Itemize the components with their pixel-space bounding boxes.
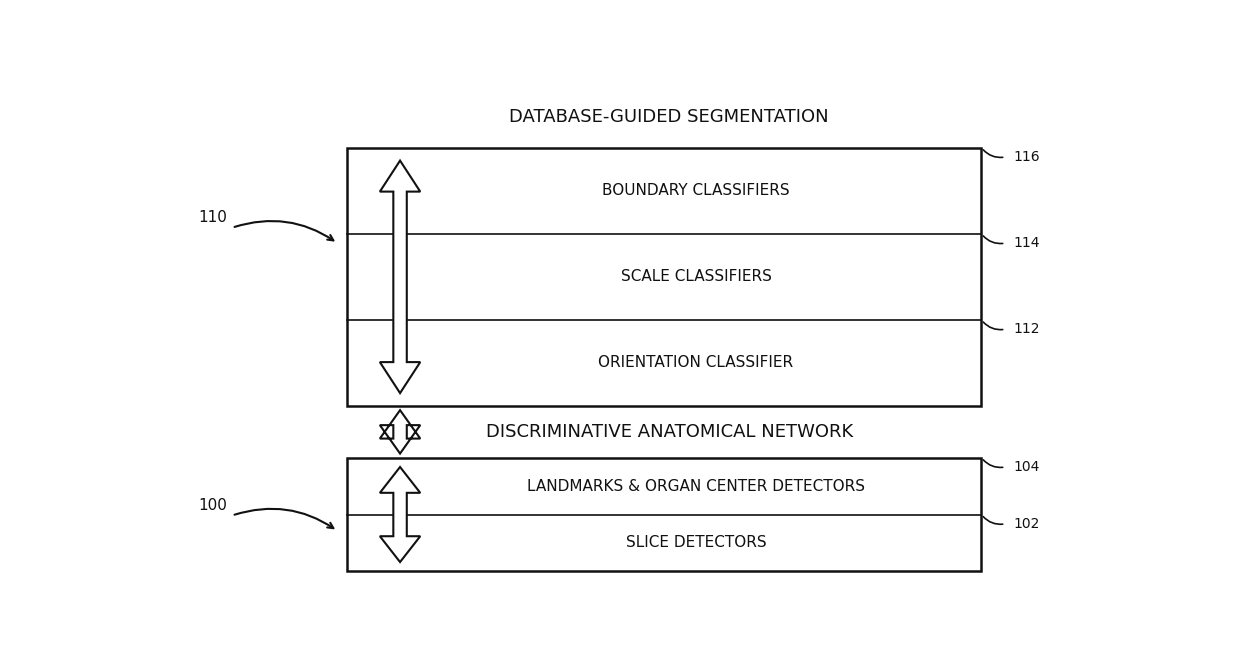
Bar <box>347 458 982 572</box>
Polygon shape <box>379 410 420 454</box>
Text: SCALE CLASSIFIERS: SCALE CLASSIFIERS <box>620 269 771 285</box>
Text: 110: 110 <box>198 210 227 225</box>
Text: SLICE DETECTORS: SLICE DETECTORS <box>626 535 766 550</box>
Text: 116: 116 <box>1013 150 1040 164</box>
Bar <box>347 148 982 406</box>
Text: DISCRIMINATIVE ANATOMICAL NETWORK: DISCRIMINATIVE ANATOMICAL NETWORK <box>486 423 853 441</box>
Text: 104: 104 <box>1013 460 1039 474</box>
Text: LANDMARKS & ORGAN CENTER DETECTORS: LANDMARKS & ORGAN CENTER DETECTORS <box>527 478 866 494</box>
Text: ORIENTATION CLASSIFIER: ORIENTATION CLASSIFIER <box>599 356 794 370</box>
Text: 102: 102 <box>1013 517 1039 531</box>
Text: DATABASE-GUIDED SEGMENTATION: DATABASE-GUIDED SEGMENTATION <box>510 107 830 125</box>
Text: BOUNDARY CLASSIFIERS: BOUNDARY CLASSIFIERS <box>603 183 790 198</box>
Polygon shape <box>379 160 420 393</box>
Polygon shape <box>379 467 420 562</box>
Text: 100: 100 <box>198 498 227 513</box>
Text: 114: 114 <box>1013 236 1039 250</box>
Text: 112: 112 <box>1013 322 1039 336</box>
